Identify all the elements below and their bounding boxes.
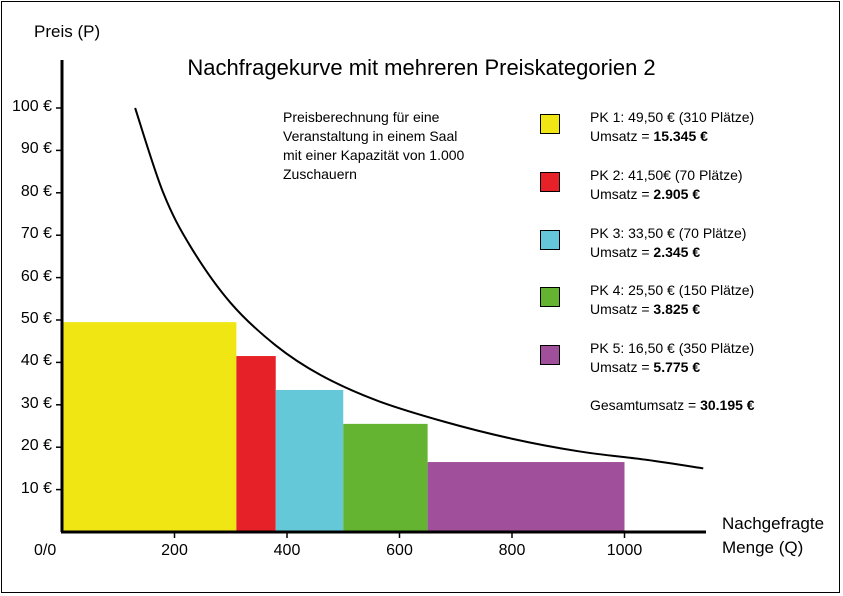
legend-text: PK 5: 16,50 € (350 Plätze) Umsatz = 5.77…: [590, 339, 754, 377]
legend-label: PK 2: 41,50€ (70 Plätze): [590, 167, 743, 183]
y-tick-label: 100 €: [11, 98, 52, 115]
legend-label: PK 5: 16,50 € (350 Plätze): [590, 340, 755, 356]
chart-title: Nachfragekurve mit mehreren Preiskategor…: [187, 55, 656, 80]
y-axis-label: Preis (P): [34, 22, 101, 41]
legend-umsatz: Umsatz = 3.825 €: [590, 301, 701, 317]
bar-pk5: [427, 462, 625, 532]
legend-label: PK 3: 33,50 € (70 Plätze): [590, 225, 747, 241]
legend-umsatz: Umsatz = 2.905 €: [590, 186, 701, 202]
legend-text: PK 2: 41,50€ (70 Plätze) Umsatz = 2.905 …: [590, 166, 743, 204]
annotation-line: Preisberechnung für eine: [283, 109, 440, 125]
legend-umsatz: Umsatz = 5.775 €: [590, 359, 701, 375]
origin-label: 0/0: [34, 542, 57, 559]
legend-swatch: [540, 172, 560, 192]
legend-label: PK 4: 25,50 € (150 Plätze): [590, 282, 755, 298]
x-tick-label: 800: [498, 542, 526, 559]
legend-umsatz: Umsatz = 2.345 €: [590, 244, 701, 260]
annotation-line: Zuschauern: [283, 166, 357, 182]
legend-label: PK 1: 49,50 € (310 Plätze): [590, 109, 755, 125]
x-axis-label-line1: Nachgefragte: [722, 514, 825, 533]
y-tick-label: 50 €: [20, 310, 52, 327]
x-tick-label: 600: [386, 542, 413, 559]
bar-pk3: [275, 389, 344, 532]
annotation-line: mit einer Kapazität von 1.000: [283, 147, 465, 163]
bar-pk2: [236, 356, 276, 532]
legend-swatch: [540, 230, 560, 250]
x-tick-label: 1000: [606, 542, 643, 559]
annotation-line: Veranstaltung in einem Saal: [283, 128, 458, 144]
demand-curve: [134, 107, 704, 470]
x-axis-label: Nachgefragte Menge (Q): [722, 512, 824, 560]
y-tick-label: 70 €: [20, 225, 52, 243]
x-axis-label-line2: Menge (Q): [722, 538, 804, 557]
bar-pk1: [62, 322, 237, 532]
x-tick-label: 200: [161, 542, 188, 559]
bar-pk4: [343, 423, 428, 532]
y-tick-label: 10 €: [20, 479, 52, 497]
y-tick-label: 20 €: [20, 437, 52, 455]
y-tick-label: 40 €: [20, 352, 52, 370]
legend-swatch: [540, 114, 560, 134]
annotation-note: Preisberechnung für eine Veranstaltung i…: [283, 108, 523, 184]
x-tick-label: 400: [273, 542, 301, 559]
legend-swatch: [540, 345, 560, 365]
y-tick-label: 90 €: [20, 140, 52, 158]
total-revenue: Gesamtumsatz = 30.195 €: [590, 397, 755, 413]
y-tick-label: 60 €: [20, 267, 52, 285]
legend-umsatz: Umsatz = 15.345 €: [590, 128, 708, 144]
y-tick-label: 30 €: [20, 394, 52, 412]
legend-text: PK 3: 33,50 € (70 Plätze) Umsatz = 2.345…: [590, 224, 746, 262]
legend-text: PK 1: 49,50 € (310 Plätze) Umsatz = 15.3…: [590, 108, 754, 146]
y-tick-label: 80 €: [20, 182, 52, 200]
legend-swatch: [540, 287, 560, 307]
legend-text: PK 4: 25,50 € (150 Plätze) Umsatz = 3.82…: [590, 281, 754, 319]
